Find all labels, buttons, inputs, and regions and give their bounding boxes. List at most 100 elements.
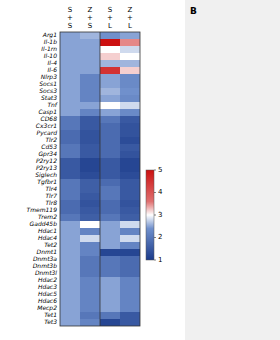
row-label: Hdac4 bbox=[38, 234, 57, 241]
colorbar-tick bbox=[154, 260, 156, 261]
heatmap-cell bbox=[60, 277, 80, 284]
heatmap-cell bbox=[120, 67, 140, 74]
heatmap-cell bbox=[100, 95, 120, 102]
heatmap-cell bbox=[60, 32, 80, 39]
row-label: Il-10 bbox=[44, 52, 57, 59]
heatmap-cell bbox=[120, 249, 140, 256]
heatmap-cell bbox=[100, 60, 120, 67]
heatmap-cell bbox=[100, 277, 120, 284]
heatmap-cell bbox=[100, 228, 120, 235]
heatmap-cell bbox=[80, 116, 100, 123]
heatmap-cell bbox=[60, 74, 80, 81]
heatmap-cell bbox=[60, 102, 80, 109]
heatmap-cell bbox=[100, 284, 120, 291]
row-label: Tet1 bbox=[44, 311, 57, 318]
heatmap-cell bbox=[60, 284, 80, 291]
heatmap-cell bbox=[120, 81, 140, 88]
row-label: Hdac6 bbox=[38, 297, 57, 304]
heatmap-cell bbox=[80, 109, 100, 116]
heatmap-cell bbox=[100, 53, 120, 60]
heatmap-cell bbox=[100, 270, 120, 277]
column-header: S bbox=[68, 6, 73, 14]
colorbar-tick bbox=[154, 192, 156, 193]
heatmap-cell bbox=[80, 130, 100, 137]
heatmap-cell bbox=[60, 88, 80, 95]
row-label: Tlr2 bbox=[45, 136, 57, 143]
heatmap-cell bbox=[80, 95, 100, 102]
heatmap-cell bbox=[100, 158, 120, 165]
column-header: L bbox=[108, 22, 112, 30]
heatmap-cell bbox=[120, 186, 140, 193]
heatmap-cell bbox=[80, 102, 100, 109]
heatmap-cell bbox=[80, 298, 100, 305]
column-header: S bbox=[68, 22, 73, 30]
colorbar-tick-label: 4 bbox=[158, 188, 163, 196]
heatmap-cell bbox=[60, 137, 80, 144]
heatmap-cell bbox=[60, 158, 80, 165]
heatmap-cell bbox=[120, 123, 140, 130]
row-label: Hdac5 bbox=[38, 290, 57, 297]
heatmap-cell bbox=[100, 116, 120, 123]
heatmap-cell bbox=[100, 130, 120, 137]
colorbar-tick bbox=[154, 170, 156, 171]
row-label: Tet2 bbox=[44, 241, 57, 248]
heatmap-cell bbox=[100, 81, 120, 88]
heatmap-cell bbox=[100, 151, 120, 158]
heatmap-cell bbox=[100, 312, 120, 319]
column-header: S bbox=[88, 22, 93, 30]
heatmap-cell bbox=[80, 123, 100, 130]
heatmap-cell bbox=[120, 102, 140, 109]
row-label: Tlr7 bbox=[45, 192, 57, 199]
heatmap-cell bbox=[60, 165, 80, 172]
row-label: Gadd45b bbox=[30, 220, 58, 227]
heatmap-cell bbox=[120, 284, 140, 291]
heatmap-cell bbox=[100, 235, 120, 242]
heatmap-cell bbox=[80, 158, 100, 165]
heatmap-cell bbox=[60, 116, 80, 123]
divider bbox=[100, 32, 101, 326]
heatmap-cell bbox=[120, 221, 140, 228]
heatmap-cell bbox=[80, 305, 100, 312]
heatmap-cell bbox=[100, 242, 120, 249]
row-label: Tet3 bbox=[44, 318, 57, 325]
row-label: Trem2 bbox=[38, 213, 57, 220]
row-label: Hdac1 bbox=[38, 227, 57, 234]
heatmap-cell bbox=[120, 242, 140, 249]
heatmap-cell bbox=[60, 270, 80, 277]
heatmap-cell bbox=[100, 249, 120, 256]
heatmap-cell bbox=[60, 305, 80, 312]
heatmap-cell bbox=[120, 39, 140, 46]
heatmap-cell bbox=[60, 109, 80, 116]
heatmap-cell bbox=[120, 319, 140, 326]
heatmap-cell bbox=[60, 200, 80, 207]
heatmap-cell bbox=[80, 207, 100, 214]
column-header: S bbox=[108, 6, 113, 14]
row-label: Tmem119 bbox=[27, 206, 58, 213]
heatmap-cell bbox=[100, 102, 120, 109]
heatmap-cell bbox=[100, 179, 120, 186]
row-label: Dnmt3l bbox=[35, 269, 57, 276]
heatmap-cell bbox=[120, 207, 140, 214]
heatmap-cell bbox=[80, 277, 100, 284]
heatmap-cell bbox=[100, 67, 120, 74]
heatmap-cell bbox=[100, 123, 120, 130]
heatmap-cell bbox=[120, 200, 140, 207]
heatmap-cell bbox=[80, 137, 100, 144]
heatmap-cells bbox=[60, 32, 140, 326]
colorbar-tick-label: 5 bbox=[158, 166, 162, 174]
heatmap-cell bbox=[80, 88, 100, 95]
heatmap-cell bbox=[80, 46, 100, 53]
column-header: + bbox=[67, 14, 73, 22]
heatmap-cell bbox=[80, 32, 100, 39]
heatmap-cell bbox=[120, 130, 140, 137]
colorbar-tick-label: 3 bbox=[158, 211, 162, 219]
heatmap-cell bbox=[60, 193, 80, 200]
row-label: Il-1rn bbox=[41, 45, 57, 52]
heatmap-cell bbox=[60, 81, 80, 88]
heatmap-cell bbox=[60, 46, 80, 53]
heatmap-cell bbox=[100, 214, 120, 221]
row-label: Hdac2 bbox=[38, 276, 57, 283]
heatmap-cell bbox=[120, 109, 140, 116]
heatmap-cell bbox=[100, 291, 120, 298]
heatmap-cell bbox=[80, 81, 100, 88]
